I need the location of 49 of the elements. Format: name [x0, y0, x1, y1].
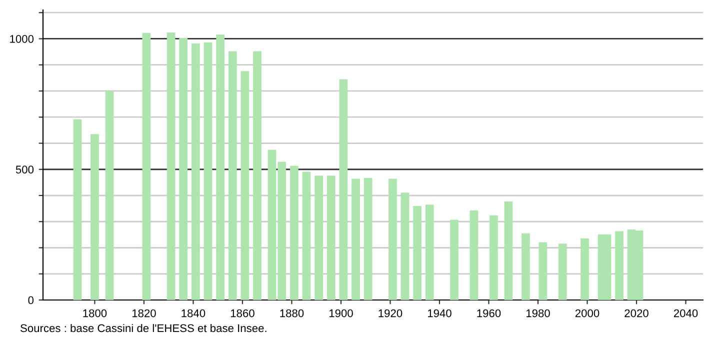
bar [90, 134, 99, 300]
bar [538, 242, 548, 300]
bar [105, 90, 114, 300]
bar [302, 172, 311, 300]
bar [73, 119, 82, 300]
bar [388, 178, 397, 300]
bar [425, 204, 434, 300]
bar [216, 34, 224, 300]
bar [228, 51, 237, 300]
x-tick-label: 2040 [674, 309, 698, 318]
x-tick-label: 1880 [280, 309, 304, 318]
bar [615, 231, 624, 300]
bar [413, 206, 422, 300]
bar [192, 43, 200, 300]
bar [504, 202, 513, 300]
x-tick-label: 1960 [477, 309, 501, 318]
source-note: Sources : base Cassini de l'EHESS et base Insee. [20, 324, 266, 332]
bar [179, 38, 188, 300]
bar [489, 215, 498, 300]
bar [580, 238, 589, 300]
x-tick-label: 1900 [329, 309, 353, 318]
x-tick-label: 1920 [378, 309, 402, 318]
y-tick-label: 0 [28, 296, 34, 304]
y-tick-label: 1000 [10, 35, 34, 43]
x-tick-label: 2000 [575, 309, 600, 318]
bar [470, 210, 478, 300]
x-tick-label: 1940 [428, 309, 452, 318]
bar [314, 176, 324, 300]
bar [352, 178, 360, 300]
x-tick-label: 1820 [132, 309, 156, 318]
bar [204, 42, 212, 300]
bar [558, 244, 567, 300]
bar [240, 71, 250, 300]
bar [522, 233, 530, 300]
bar [253, 51, 262, 300]
x-tick-label: 1840 [182, 309, 206, 318]
y-tick-label: 500 [16, 166, 34, 174]
x-tick-label: 1860 [230, 309, 254, 318]
bar [364, 178, 372, 300]
x-tick-label: 1980 [526, 309, 550, 318]
bar [166, 32, 176, 300]
bar [326, 176, 336, 300]
x-tick-label: 2020 [624, 309, 648, 318]
bar [400, 192, 410, 300]
x-tick-label: 1800 [83, 309, 107, 318]
bar [290, 166, 298, 300]
bar [142, 32, 151, 300]
bar [339, 79, 348, 300]
bar [450, 220, 458, 300]
